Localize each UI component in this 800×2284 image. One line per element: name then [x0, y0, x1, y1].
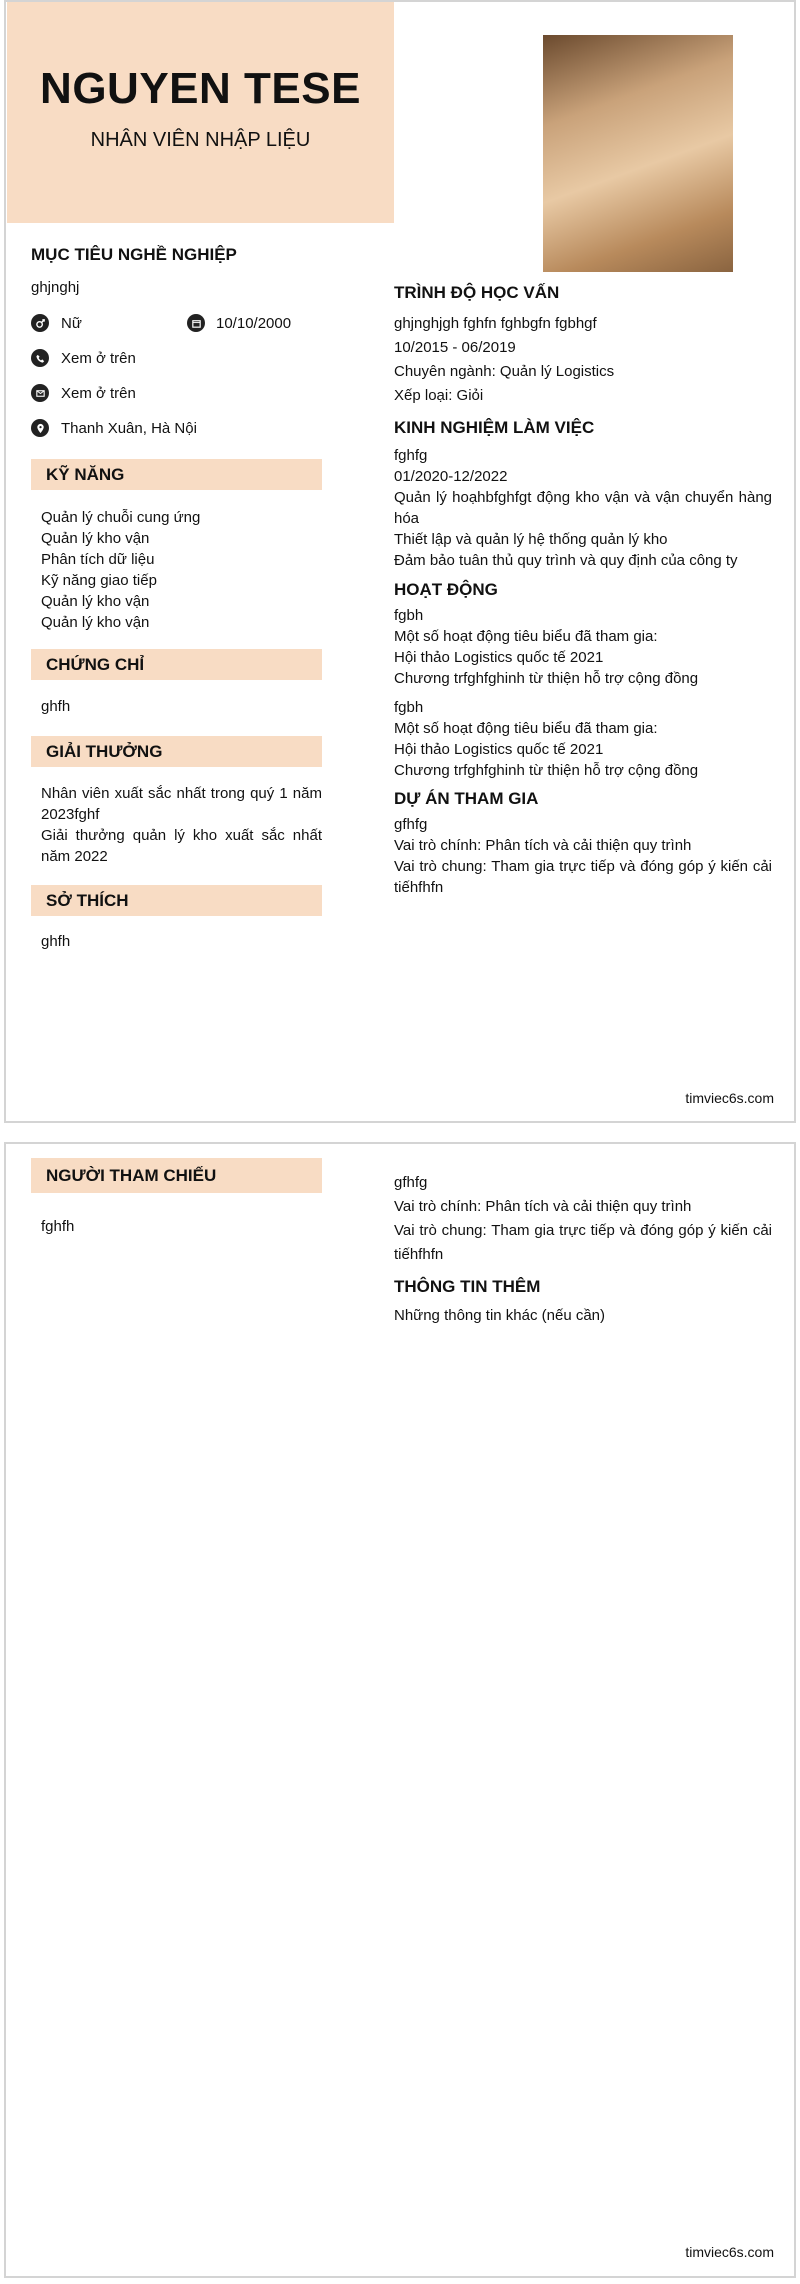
education-heading: TRÌNH ĐỘ HỌC VẤN [394, 283, 560, 302]
education-body: ghjnghjgh fghfn fghbgfn fgbhgf 10/2015 -… [394, 312, 772, 408]
cv-page-2: NGƯỜI THAM CHIẾU fghfh gfhfg Vai trò chí… [4, 1142, 796, 2278]
gender-icon [31, 314, 49, 332]
experience-heading: KINH NGHIỆM LÀM VIỆC [394, 418, 595, 437]
experience-line: fghfg [394, 447, 428, 464]
project-line: gfhfg [394, 1174, 428, 1191]
education-line: ghjnghjgh fghfn fghbgfn fgbhgf [394, 315, 597, 332]
gender-value: Nữ [61, 315, 82, 332]
activity-line: Một số hoạt động tiêu biểu đã tham gia: [394, 628, 658, 645]
activity-group: fgbh Một số hoạt động tiêu biểu đã tham … [394, 697, 772, 781]
skills-list: Quản lý chuỗi cung ứng Quản lý kho vận P… [41, 507, 322, 633]
location-icon [31, 419, 49, 437]
projects-body: gfhfg Vai trò chính: Phân tích và cải th… [394, 814, 772, 898]
dob-value: 10/10/2000 [216, 315, 292, 332]
candidate-position: NHÂN VIÊN NHẬP LIỆU [90, 129, 311, 151]
certificates-heading: CHỨNG CHỈ [31, 649, 322, 680]
skill-item: Quản lý chuỗi cung ứng [41, 509, 201, 526]
awards-heading: GIẢI THƯỞNG [31, 736, 322, 767]
skill-item: Quản lý kho vận [41, 614, 150, 631]
project-line: gfhfg [394, 816, 428, 833]
cv-page-1: NGUYEN TESE NHÂN VIÊN NHẬP LIỆU MỤC TIÊU… [4, 0, 796, 1123]
experience-line: Đảm bảo tuân thủ quy trình và quy định c… [394, 552, 738, 569]
experience-body: fghfg 01/2020-12/2022 Quản lý hoạhbfghfg… [394, 445, 772, 571]
education-line: 10/2015 - 06/2019 [394, 339, 516, 356]
award-item: Nhân viên xuất sắc nhất trong quý 1 năm … [41, 785, 322, 823]
projects-continued: gfhfg Vai trò chính: Phân tích và cải th… [394, 1171, 772, 1267]
activities-heading: HOẠT ĐỘNG [394, 580, 498, 599]
address-value: Thanh Xuân, Hà Nội [61, 420, 197, 437]
email-icon [31, 384, 49, 402]
project-line: Vai trò chung: Tham gia trực tiếp và đón… [394, 1222, 772, 1263]
objective-heading: MỤC TIÊU NGHỀ NGHIỆP [31, 245, 237, 264]
skills-heading: KỸ NĂNG [31, 459, 322, 490]
objective-text: ghjnghj [31, 279, 80, 296]
experience-line: Thiết lập và quản lý hệ thống quản lý kh… [394, 531, 668, 548]
email-value: Xem ở trên [61, 385, 136, 402]
certificates-text: ghfh [41, 698, 71, 715]
education-line: Xếp loại: Giỏi [394, 387, 484, 404]
references-text: fghfh [41, 1218, 75, 1235]
activity-line: Hội thảo Logistics quốc tế 2021 [394, 741, 604, 758]
skill-item: Kỹ năng giao tiếp [41, 572, 157, 589]
phone-value: Xem ở trên [61, 350, 136, 367]
project-line: Vai trò chính: Phân tích và cải thiện qu… [394, 837, 692, 854]
awards-list: Nhân viên xuất sắc nhất trong quý 1 năm … [41, 783, 322, 867]
activity-line: Chương trfghfghinh từ thiện hỗ trợ cộng … [394, 762, 699, 779]
footer-site: timviec6s.com [685, 2244, 774, 2260]
candidate-name: NGUYEN TESE [40, 64, 361, 113]
project-line: Vai trò chung: Tham gia trực tiếp và đón… [394, 858, 772, 896]
references-heading: NGƯỜI THAM CHIẾU [31, 1158, 322, 1193]
activity-line: Chương trfghfghinh từ thiện hỗ trợ cộng … [394, 670, 699, 687]
activity-line: fgbh [394, 699, 424, 716]
profile-photo [543, 35, 733, 272]
footer-site: timviec6s.com [685, 1090, 774, 1106]
experience-line: 01/2020-12/2022 [394, 468, 508, 485]
project-line: Vai trò chính: Phân tích và cải thiện qu… [394, 1198, 692, 1215]
extra-heading: THÔNG TIN THÊM [394, 1277, 541, 1296]
experience-line: Quản lý hoạhbfghfgt động kho vận và vận … [394, 489, 772, 527]
hobbies-heading: SỞ THÍCH [31, 885, 322, 916]
skill-item: Quản lý kho vận [41, 530, 150, 547]
header-banner: NGUYEN TESE NHÂN VIÊN NHẬP LIỆU [7, 2, 394, 223]
activity-group: fgbh Một số hoạt động tiêu biểu đã tham … [394, 605, 772, 689]
hobbies-text: ghfh [41, 933, 71, 950]
activity-line: Hội thảo Logistics quốc tế 2021 [394, 649, 604, 666]
calendar-icon [187, 314, 205, 332]
phone-icon [31, 349, 49, 367]
activity-line: Một số hoạt động tiêu biểu đã tham gia: [394, 720, 658, 737]
skill-item: Phân tích dữ liệu [41, 551, 155, 568]
education-line: Chuyên ngành: Quản lý Logistics [394, 363, 615, 380]
extra-text: Những thông tin khác (nếu cần) [394, 1307, 606, 1324]
skill-item: Quản lý kho vận [41, 593, 150, 610]
projects-heading: DỰ ÁN THAM GIA [394, 789, 539, 808]
activity-line: fgbh [394, 607, 424, 624]
award-item: Giải thưởng quản lý kho xuất sắc nhất nă… [41, 827, 322, 865]
